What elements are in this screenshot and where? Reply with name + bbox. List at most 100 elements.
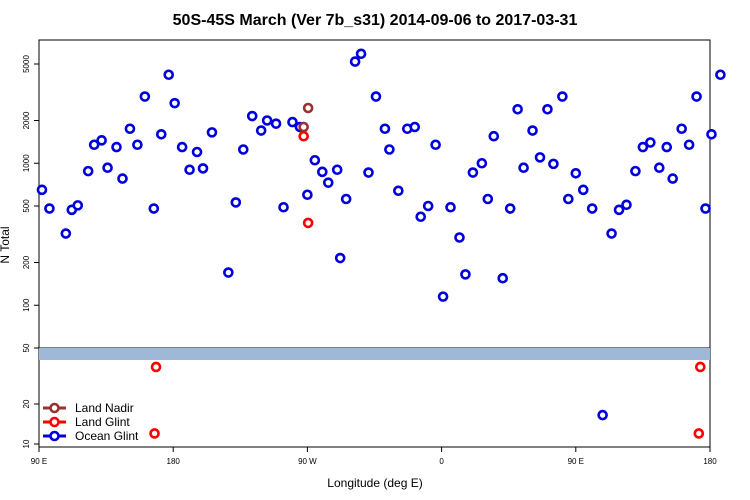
data-point-ocean-glint	[111, 141, 122, 153]
data-point-ocean-glint	[518, 162, 529, 174]
data-point-ocean-glint	[437, 291, 449, 302]
y-tick-label: 2000	[22, 111, 31, 129]
data-points	[36, 48, 726, 439]
data-point-ocean-glint	[488, 130, 500, 142]
data-point-ocean-glint	[206, 127, 218, 138]
data-point-ocean-glint	[246, 110, 258, 122]
data-point-ocean-glint	[191, 146, 203, 158]
data-point-ocean-glint	[661, 141, 673, 153]
chart-title: 50S-45S March (Ver 7b_s31) 2014-09-06 to…	[173, 12, 578, 29]
x-tick-label: 90 E	[31, 457, 47, 466]
legend-marker-ocean-glint	[49, 430, 60, 442]
x-tick-label: 90 E	[568, 457, 584, 466]
data-point-ocean-glint	[317, 166, 328, 178]
data-point-land-nadir	[298, 121, 309, 133]
data-point-ocean-glint	[44, 203, 55, 214]
data-point-ocean-glint	[512, 103, 523, 115]
data-point-ocean-glint	[445, 201, 456, 213]
data-point-ocean-glint	[422, 200, 434, 212]
data-point-land-glint	[302, 217, 314, 229]
legend-label-land-glint: Land Glint	[75, 415, 130, 429]
data-point-ocean-glint	[169, 97, 180, 109]
data-point-ocean-glint	[270, 118, 282, 129]
data-point-ocean-glint	[184, 164, 195, 176]
y-tick-label: 500	[22, 199, 31, 213]
data-point-land-glint	[149, 428, 160, 439]
data-point-ocean-glint	[613, 204, 625, 216]
data-point-ocean-glint	[606, 228, 617, 239]
data-point-ocean-glint	[139, 91, 151, 102]
data-point-ocean-glint	[715, 69, 726, 81]
data-point-ocean-glint	[132, 139, 143, 151]
x-axis: 90 E 180 90 W 0 90 E 180	[31, 447, 717, 466]
legend-label-ocean-glint: Ocean Glint	[75, 429, 139, 443]
legend-marker-land-glint	[49, 416, 60, 428]
data-point-ocean-glint	[255, 125, 267, 136]
data-point-ocean-glint	[654, 162, 665, 174]
data-point-ocean-glint	[124, 123, 136, 135]
x-tick-label: 0	[439, 457, 444, 466]
data-point-ocean-glint	[363, 167, 374, 178]
data-point-ocean-glint	[82, 165, 94, 177]
data-point-ocean-glint	[577, 184, 589, 196]
data-point-ocean-glint	[287, 116, 298, 128]
data-point-ocean-glint	[197, 163, 209, 174]
data-point-ocean-glint	[621, 199, 632, 211]
data-point-ocean-glint	[460, 269, 471, 280]
legend-label-land-nadir: Land Nadir	[75, 401, 134, 415]
data-point-ocean-glint	[542, 103, 553, 115]
data-point-ocean-glint	[261, 115, 273, 126]
data-point-ocean-glint	[102, 162, 113, 174]
y-tick-label: 200	[22, 255, 31, 269]
data-point-ocean-glint	[683, 139, 695, 151]
data-point-ocean-glint	[331, 164, 343, 176]
data-point-ocean-glint	[467, 167, 479, 178]
y-tick-label: 100	[22, 298, 31, 312]
data-point-ocean-glint	[355, 48, 367, 60]
data-point-ocean-glint	[322, 177, 334, 188]
x-axis-label: Longitude (deg E)	[327, 476, 422, 490]
y-axis-label: N Total	[0, 226, 12, 263]
legend-marker-land-nadir	[49, 402, 60, 414]
data-point-ocean-glint	[497, 272, 509, 284]
y-tick-label: 10	[22, 439, 31, 448]
plot-area-top	[38, 39, 711, 349]
x-tick-label: 90 W	[298, 457, 317, 466]
data-point-ocean-glint	[645, 137, 656, 148]
data-point-ocean-glint	[384, 144, 395, 155]
data-point-ocean-glint	[630, 165, 641, 177]
data-point-ocean-glint	[527, 125, 538, 136]
data-point-ocean-glint	[393, 185, 404, 197]
data-point-ocean-glint	[667, 173, 679, 184]
data-point-ocean-glint	[60, 228, 72, 239]
y-tick-label: 1000	[22, 154, 31, 172]
data-point-ocean-glint	[706, 128, 717, 140]
data-point-ocean-glint	[230, 197, 242, 208]
data-point-ocean-glint	[691, 91, 702, 102]
data-point-ocean-glint	[96, 135, 107, 146]
data-point-ocean-glint	[379, 123, 391, 135]
data-point-ocean-glint	[534, 152, 546, 163]
data-point-ocean-glint	[415, 211, 427, 223]
plot-area-bottom	[38, 347, 711, 448]
data-point-ocean-glint	[36, 184, 48, 196]
data-point-ocean-glint	[237, 144, 249, 155]
data-point-land-glint	[695, 361, 706, 373]
data-point-ocean-glint	[349, 56, 361, 67]
legend: Land Nadir Land Glint Ocean Glint	[43, 401, 139, 443]
data-point-land-nadir	[302, 102, 314, 114]
data-point-ocean-glint	[370, 91, 382, 102]
data-point-ocean-glint	[454, 232, 465, 243]
data-point-land-glint	[693, 428, 705, 439]
data-point-ocean-glint	[223, 267, 234, 278]
data-point-ocean-glint	[117, 173, 128, 184]
data-point-land-glint	[298, 130, 309, 142]
data-point-ocean-glint	[482, 193, 494, 205]
data-point-ocean-glint	[597, 409, 608, 421]
data-point-ocean-glint	[548, 158, 559, 170]
data-point-ocean-glint	[409, 121, 421, 133]
data-point-ocean-glint	[570, 167, 582, 179]
y-tick-label: 50	[22, 343, 31, 352]
data-point-ocean-glint	[586, 203, 598, 214]
